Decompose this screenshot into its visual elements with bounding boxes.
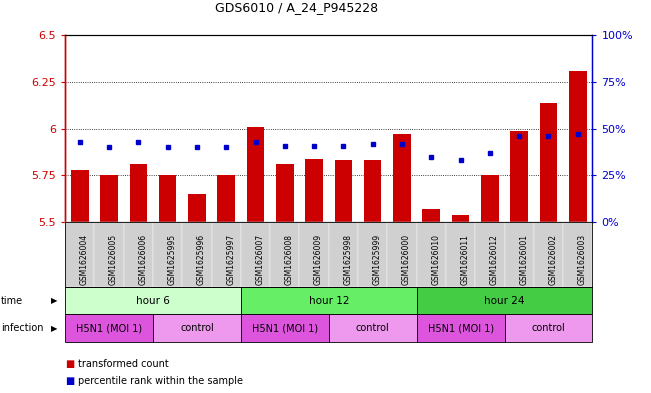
- Bar: [393, 134, 411, 222]
- Bar: [364, 160, 381, 222]
- Bar: [247, 127, 264, 222]
- Text: GSM1626007: GSM1626007: [255, 233, 264, 285]
- Bar: [335, 160, 352, 222]
- Text: GSM1625997: GSM1625997: [227, 233, 235, 285]
- Text: hour 6: hour 6: [136, 296, 170, 306]
- Text: hour 24: hour 24: [484, 296, 525, 306]
- Text: H5N1 (MOI 1): H5N1 (MOI 1): [428, 323, 493, 333]
- Text: GSM1625998: GSM1625998: [344, 233, 352, 285]
- Bar: [481, 175, 499, 222]
- Bar: [540, 103, 557, 222]
- Text: GSM1626001: GSM1626001: [519, 233, 528, 285]
- Text: GSM1626000: GSM1626000: [402, 233, 411, 285]
- Text: GSM1626011: GSM1626011: [461, 234, 469, 285]
- Text: GSM1626009: GSM1626009: [314, 233, 323, 285]
- Bar: [188, 194, 206, 222]
- Text: H5N1 (MOI 1): H5N1 (MOI 1): [252, 323, 318, 333]
- Text: hour 12: hour 12: [309, 296, 349, 306]
- Text: percentile rank within the sample: percentile rank within the sample: [78, 376, 243, 386]
- Text: H5N1 (MOI 1): H5N1 (MOI 1): [76, 323, 142, 333]
- Text: GSM1625999: GSM1625999: [372, 233, 381, 285]
- Bar: [305, 158, 323, 222]
- Text: GSM1626012: GSM1626012: [490, 234, 499, 285]
- Bar: [569, 71, 587, 222]
- Text: ■: ■: [65, 358, 74, 369]
- Text: GSM1626002: GSM1626002: [548, 233, 557, 285]
- Bar: [130, 164, 147, 222]
- Text: GSM1626005: GSM1626005: [109, 233, 118, 285]
- Text: GSM1626004: GSM1626004: [79, 233, 89, 285]
- Text: control: control: [356, 323, 389, 333]
- Text: transformed count: transformed count: [78, 358, 169, 369]
- Text: GSM1626006: GSM1626006: [139, 233, 147, 285]
- Text: time: time: [1, 296, 23, 306]
- Bar: [452, 215, 469, 222]
- Bar: [100, 175, 118, 222]
- Text: ■: ■: [65, 376, 74, 386]
- Text: GSM1626003: GSM1626003: [578, 233, 587, 285]
- Text: GSM1625996: GSM1625996: [197, 233, 206, 285]
- Text: GSM1626008: GSM1626008: [285, 233, 294, 285]
- Bar: [217, 175, 235, 222]
- Bar: [159, 175, 176, 222]
- Text: ▶: ▶: [51, 324, 57, 332]
- Bar: [276, 164, 294, 222]
- Text: control: control: [180, 323, 214, 333]
- Text: control: control: [532, 323, 565, 333]
- Bar: [510, 130, 528, 222]
- Text: GSM1625995: GSM1625995: [168, 233, 176, 285]
- Bar: [71, 170, 89, 222]
- Text: GDS6010 / A_24_P945228: GDS6010 / A_24_P945228: [215, 1, 378, 14]
- Bar: [422, 209, 440, 222]
- Text: infection: infection: [1, 323, 43, 333]
- Text: ▶: ▶: [51, 296, 57, 305]
- Text: GSM1626010: GSM1626010: [431, 233, 440, 285]
